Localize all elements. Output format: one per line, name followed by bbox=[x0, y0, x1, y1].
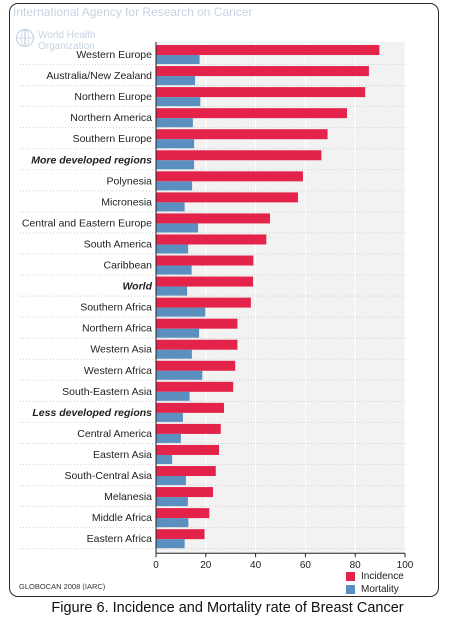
category-label: Western Africa bbox=[84, 365, 152, 377]
incidence-bar bbox=[156, 529, 205, 540]
x-tick-label: 0 bbox=[153, 560, 159, 571]
x-tick-label: 100 bbox=[397, 560, 414, 571]
mortality-bar bbox=[156, 265, 192, 275]
incidence-bar bbox=[156, 192, 298, 203]
mortality-bar bbox=[156, 539, 185, 549]
mortality-bar bbox=[156, 433, 181, 443]
category-label: Northern America bbox=[70, 112, 152, 124]
category-label: Eastern Africa bbox=[87, 533, 153, 545]
category-label: Southern Europe bbox=[73, 133, 153, 145]
mortality-bar bbox=[156, 223, 199, 233]
category-label: Central America bbox=[77, 428, 152, 440]
incidence-bar bbox=[156, 423, 221, 434]
incidence-bar bbox=[156, 45, 380, 56]
incidence-bar bbox=[156, 360, 236, 371]
organization-name: World Health Organization bbox=[38, 30, 96, 52]
legend-swatch-mortality bbox=[346, 585, 355, 594]
category-label: Australia/New Zealand bbox=[46, 70, 152, 82]
x-tick-label: 40 bbox=[250, 560, 262, 571]
category-label: Melanesia bbox=[104, 491, 152, 503]
mortality-bar bbox=[156, 286, 188, 296]
incidence-bar bbox=[156, 87, 366, 98]
legend-swatch-incidence bbox=[346, 572, 355, 581]
x-tick-label: 80 bbox=[350, 560, 362, 571]
mortality-bar bbox=[156, 412, 183, 422]
mortality-bar bbox=[156, 139, 195, 149]
incidence-bar bbox=[156, 402, 224, 413]
incidence-bar bbox=[156, 213, 271, 224]
category-label: More developed regions bbox=[31, 154, 152, 166]
mortality-bar bbox=[156, 118, 193, 128]
category-label: South-Eastern Asia bbox=[62, 386, 152, 398]
mortality-bar bbox=[156, 454, 173, 464]
category-label: Western Asia bbox=[90, 344, 152, 356]
legend-label-incidence: Incidence bbox=[361, 571, 404, 582]
incidence-bar bbox=[156, 339, 238, 350]
category-label: Middle Africa bbox=[92, 512, 152, 524]
incidence-bar bbox=[156, 508, 210, 519]
incidence-bar bbox=[156, 129, 328, 140]
mortality-bar bbox=[156, 244, 189, 254]
mortality-bar bbox=[156, 518, 189, 528]
x-tick-label: 20 bbox=[200, 560, 212, 571]
mortality-bar bbox=[156, 328, 200, 338]
incidence-bar bbox=[156, 466, 216, 477]
category-label: South-Central Asia bbox=[64, 470, 152, 482]
category-label: Eastern Asia bbox=[93, 449, 152, 461]
incidence-bar bbox=[156, 66, 369, 77]
category-label: Western Europe bbox=[76, 49, 152, 61]
incidence-bar bbox=[156, 171, 303, 182]
incidence-bar bbox=[156, 318, 238, 329]
mortality-bar bbox=[156, 202, 185, 212]
category-label: Polynesia bbox=[106, 175, 152, 187]
legend: Incidence Mortality bbox=[346, 570, 404, 596]
figure-caption: Figure 6. Incidence and Mortality rate o… bbox=[51, 600, 404, 616]
agency-name: International Agency for Research on Can… bbox=[13, 5, 253, 19]
category-label: Micronesia bbox=[101, 196, 152, 208]
incidence-bar bbox=[156, 297, 251, 308]
incidence-bar bbox=[156, 276, 254, 287]
category-label: Central and Eastern Europe bbox=[22, 217, 152, 229]
organization-line-1: World Health bbox=[38, 30, 96, 41]
incidence-bar bbox=[156, 487, 214, 498]
mortality-bar bbox=[156, 97, 201, 107]
incidence-bar bbox=[156, 381, 234, 392]
mortality-bar bbox=[156, 349, 192, 359]
legend-item-mortality: Mortality bbox=[346, 583, 404, 596]
mortality-bar bbox=[156, 497, 188, 507]
mortality-bar bbox=[156, 181, 193, 191]
bar-chart: Western Europe Australia/New Zealand North… bbox=[20, 42, 414, 571]
category-label: Northern Europe bbox=[74, 91, 152, 103]
who-emblem-icon bbox=[15, 28, 35, 48]
category-label: World bbox=[122, 281, 152, 293]
mortality-bar bbox=[156, 391, 190, 401]
incidence-bar bbox=[156, 108, 347, 119]
mortality-bar bbox=[156, 160, 195, 170]
incidence-bar bbox=[156, 444, 219, 455]
incidence-bar bbox=[156, 150, 322, 161]
x-tick-label: 60 bbox=[300, 560, 312, 571]
category-label: Less developed regions bbox=[32, 407, 152, 419]
category-label: Caribbean bbox=[104, 260, 153, 272]
category-label: Southern Africa bbox=[80, 302, 152, 314]
organization-line-2: Organization bbox=[38, 41, 95, 52]
mortality-bar bbox=[156, 476, 186, 486]
legend-label-mortality: Mortality bbox=[361, 584, 399, 595]
category-label: South America bbox=[84, 238, 152, 250]
legend-item-incidence: Incidence bbox=[346, 570, 404, 583]
incidence-bar bbox=[156, 234, 267, 245]
mortality-bar bbox=[156, 307, 206, 317]
mortality-bar bbox=[156, 76, 196, 86]
plot-background bbox=[156, 42, 405, 554]
mortality-bar bbox=[156, 370, 203, 380]
mortality-bar bbox=[156, 55, 200, 65]
source-note: GLOBOCAN 2008 (IARC) bbox=[19, 582, 106, 591]
category-label: Northern Africa bbox=[82, 323, 152, 335]
incidence-bar bbox=[156, 255, 254, 266]
